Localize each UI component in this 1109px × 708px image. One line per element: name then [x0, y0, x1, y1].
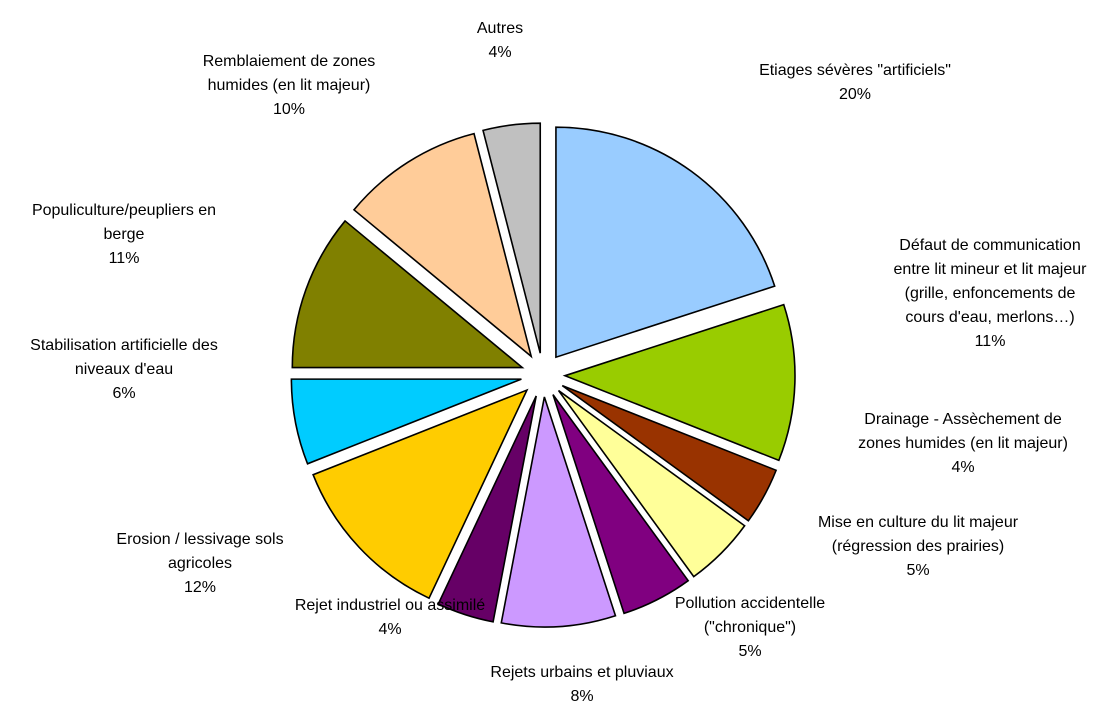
slice-label-text: Défaut de communication	[899, 237, 1080, 254]
slice-label-text: Stabilisation artificielle des	[30, 337, 218, 354]
slice-label: Populiculture/peupliers en berge 11%	[32, 202, 216, 267]
slice-label-text: (régression des prairies)	[832, 538, 1005, 555]
slice-label: Drainage - Assèchement de zones humides (…	[858, 411, 1068, 476]
slice-label-text: Erosion / lessivage sols	[116, 531, 283, 548]
pie-slice	[500, 396, 617, 628]
slice-percent-label: 12%	[184, 579, 216, 596]
slice-label: Etiages sévères "artificiels" 20%	[759, 62, 951, 103]
slice-percent-label: 5%	[738, 643, 761, 660]
slice-label-text: cours d'eau, merlons…)	[905, 309, 1074, 326]
slice-label-text: Rejets urbains et pluviaux	[490, 664, 673, 681]
slice-label: Autres 4%	[477, 20, 523, 61]
slice-label-text: (grille, enfoncements de	[905, 285, 1076, 302]
slice-label: Stabilisation artificielle des niveaux d'…	[30, 337, 218, 402]
slice-label: Défaut de communication entre lit mineur …	[894, 237, 1088, 350]
slice-percent-label: 11%	[975, 333, 1006, 350]
slice-label-text: humides (en lit majeur)	[208, 77, 371, 94]
slice-percent-label: 5%	[906, 562, 929, 579]
slice-label-text: Rejet industriel ou assimilé	[295, 597, 485, 614]
slice-label-text: Drainage - Assèchement de	[864, 411, 1062, 428]
slice-label-text: agricoles	[168, 555, 232, 572]
slice-percent-label: 4%	[488, 44, 511, 61]
slice-label-text: niveaux d'eau	[75, 361, 173, 378]
pie-slice	[562, 303, 796, 462]
slice-label-text: Pollution accidentelle	[675, 595, 825, 612]
slice-label: Remblaiement de zones humides (en lit maj…	[203, 53, 376, 118]
slice-label-text: Remblaiement de zones	[203, 53, 376, 70]
pie-slice	[437, 395, 537, 623]
slice-label-text: Etiages sévères "artificiels"	[759, 62, 951, 79]
slice-label-text: ("chronique")	[704, 619, 796, 636]
slice-label-text: entre lit mineur et lit majeur	[894, 261, 1088, 278]
slice-percent-label: 10%	[273, 101, 305, 118]
slice-label: Mise en culture du lit majeur (régression…	[818, 514, 1019, 579]
slice-percent-label: 20%	[839, 86, 871, 103]
pie-slice	[312, 388, 529, 600]
slice-percent-label: 6%	[112, 385, 135, 402]
pie-slice	[290, 378, 522, 465]
slice-label-text: Populiculture/peupliers en	[32, 202, 216, 219]
slice-percent-label: 4%	[951, 459, 974, 476]
slice-label: Rejets urbains et pluviaux 8%	[490, 664, 673, 705]
slice-label: Pollution accidentelle ("chronique") 5%	[675, 595, 825, 660]
pie-slice	[352, 132, 533, 359]
slice-percent-label: 8%	[570, 688, 593, 705]
pie-slice	[291, 219, 525, 369]
slice-label-text: Mise en culture du lit majeur	[818, 514, 1019, 531]
pie-slice	[557, 389, 746, 578]
pie-slice	[555, 126, 776, 359]
slice-label-text: zones humides (en lit majeur)	[858, 435, 1068, 452]
slices-layer	[290, 122, 796, 628]
labels-layer: Etiages sévères "artificiels" 20% Défaut d…	[30, 20, 1087, 705]
slice-percent-label: 11%	[109, 250, 140, 267]
pie-slice	[482, 122, 542, 354]
pie-slice	[561, 384, 778, 522]
slice-label: Rejet industriel ou assimilé 4%	[295, 597, 485, 638]
slice-label-text: Autres	[477, 20, 523, 37]
slice-percent-label: 4%	[378, 621, 401, 638]
slice-label-text: berge	[104, 226, 145, 243]
slice-label: Erosion / lessivage sols agricoles 12%	[116, 531, 283, 596]
pie-slice	[552, 394, 690, 615]
